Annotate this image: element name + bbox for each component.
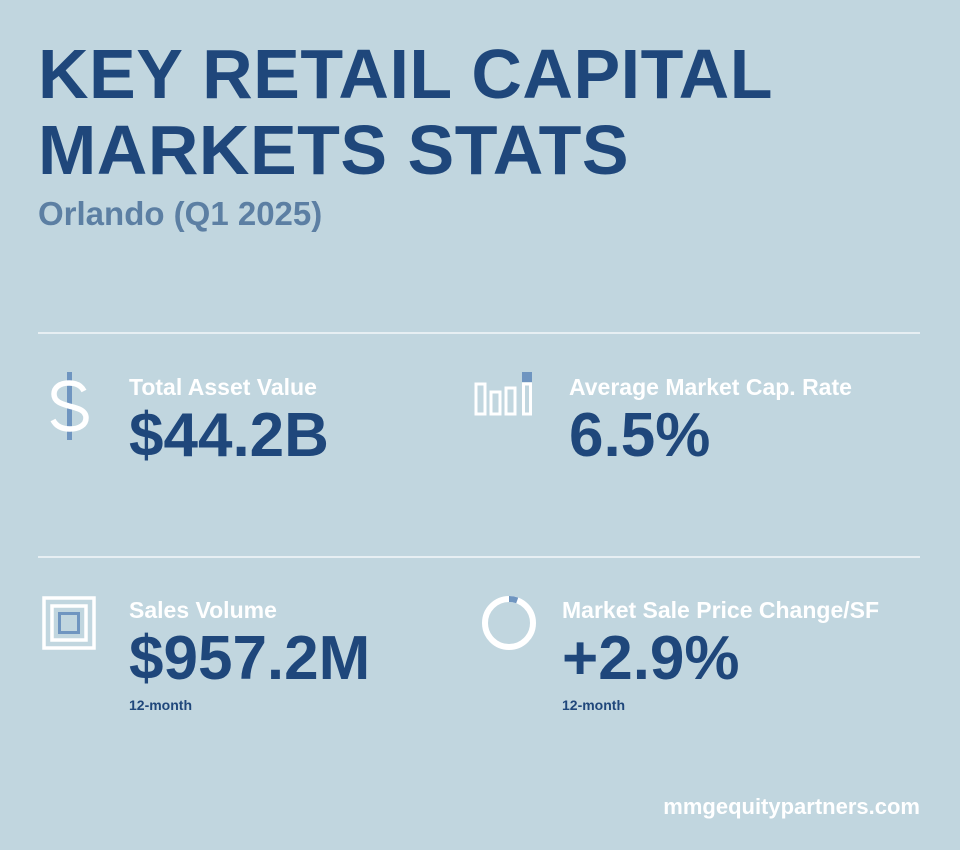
stat-note: 12-month [129, 697, 192, 713]
divider-top [38, 332, 920, 334]
ring-chart-icon [480, 594, 538, 657]
stat-market-sale-price-change: Market Sale Price Change/SF +2.9% 12-mon… [562, 596, 879, 714]
stat-value: +2.9% [562, 624, 740, 693]
stat-note: 12-month [562, 697, 625, 713]
stat-total-asset-value: Total Asset Value $44.2B [129, 373, 329, 471]
stat-value: $957.2M [129, 624, 371, 693]
bar-chart-icon [474, 372, 536, 423]
stat-value: 6.5% [569, 401, 711, 470]
stat-label: Sales Volume [129, 597, 277, 623]
page-title-line-2: MARKETS STATS [38, 111, 630, 189]
footer-website: mmgequitypartners.com [663, 794, 920, 819]
stat-value: $44.2B [129, 401, 329, 470]
dollar-sign-icon [44, 372, 96, 445]
stat-average-market-cap-rate: Average Market Cap. Rate 6.5% [569, 373, 852, 471]
page-subtitle: Orlando (Q1 2025) [38, 195, 323, 232]
stat-label: Average Market Cap. Rate [569, 374, 852, 400]
divider-middle [38, 556, 920, 558]
stat-label: Market Sale Price Change/SF [562, 597, 880, 623]
stat-label: Total Asset Value [129, 374, 317, 400]
nested-squares-icon [42, 596, 96, 655]
stat-sales-volume: Sales Volume $957.2M 12-month [129, 596, 370, 714]
page-title-line-1: KEY RETAIL CAPITAL [38, 35, 773, 113]
page-title: KEY RETAIL CAPITAL MARKETS STATS [38, 36, 773, 188]
